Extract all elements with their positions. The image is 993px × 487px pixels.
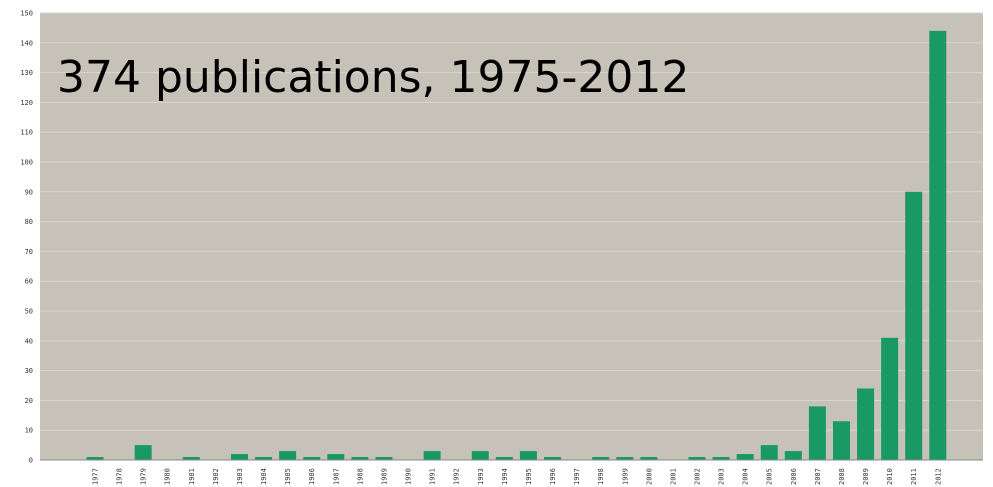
bar-1985 [279, 451, 297, 460]
x-tick-label: 1985 [284, 468, 292, 485]
bars [86, 30, 947, 461]
bar-2002 [688, 457, 706, 460]
y-tick-label: 140 [20, 39, 33, 47]
x-tick-label: 2005 [766, 468, 774, 485]
x-tick-label: 1995 [525, 468, 533, 485]
bar-1996 [544, 457, 562, 460]
y-tick-label: 120 [20, 99, 33, 107]
x-tick-label: 1987 [332, 468, 340, 485]
x-tick-label: 2011 [910, 468, 918, 485]
x-tick-label: 1980 [164, 468, 172, 485]
x-tick-label: 1986 [308, 468, 316, 485]
x-tick-label: 2009 [862, 468, 870, 485]
x-axis-ticks: 1977 1978 1979 1980 1981 1982 1983 1984 1985 1986… [92, 468, 943, 485]
x-tick-label: 2001 [669, 468, 677, 485]
x-tick-label: 2012 [934, 468, 942, 485]
y-axis-ticks: 0 10 20 30 40 50 60 70 80 90 100 110 120 130 140 150 [20, 10, 33, 465]
y-tick-label: 10 [25, 427, 33, 435]
x-tick-label: 1979 [140, 468, 148, 485]
x-tick-label: 1989 [380, 468, 388, 485]
x-tick-label: 1991 [429, 468, 437, 485]
bar-1983 [230, 454, 248, 460]
x-tick-label: 1998 [597, 468, 605, 485]
x-tick-label: 1981 [188, 468, 196, 485]
bar-1984 [255, 457, 273, 460]
x-tick-label: 1996 [549, 468, 557, 485]
x-tick-label: 1990 [405, 468, 413, 485]
bar-2005 [760, 445, 778, 460]
x-tick-label: 2003 [718, 468, 726, 485]
bar-2000 [640, 457, 658, 460]
x-tick-label: 1977 [92, 468, 100, 485]
y-tick-label: 110 [20, 129, 33, 137]
y-tick-label: 80 [25, 218, 33, 226]
x-tick-label: 1999 [621, 468, 629, 485]
y-tick-label: 40 [25, 337, 33, 345]
bar-2008 [832, 421, 850, 460]
x-tick-label: 1994 [501, 468, 509, 485]
bar-1991 [423, 451, 441, 460]
y-tick-label: 130 [20, 69, 33, 77]
x-tick-label: 1992 [453, 468, 461, 485]
x-tick-label: 1978 [116, 468, 124, 485]
x-tick-label: 2008 [838, 468, 846, 485]
bar-1989 [375, 457, 393, 460]
bar-1979 [134, 445, 152, 460]
y-tick-label: 60 [25, 278, 33, 286]
bar-1986 [303, 457, 321, 460]
y-tick-label: 50 [25, 308, 33, 316]
bar-1977 [86, 457, 104, 460]
bar-1981 [182, 457, 200, 460]
bar-2010 [881, 337, 899, 460]
x-tick-label: 1984 [260, 468, 268, 485]
bar-1987 [327, 454, 345, 460]
x-tick-label: 1997 [573, 468, 581, 485]
y-tick-label: 90 [25, 188, 33, 196]
bar-2006 [784, 451, 802, 460]
bar-1998 [592, 457, 610, 460]
bar-2004 [736, 454, 754, 460]
x-tick-label: 2000 [645, 468, 653, 485]
x-tick-label: 2006 [790, 468, 798, 485]
chart-overlay-title: 374 publications, 1975-2012 [57, 52, 689, 103]
plot-background [40, 13, 983, 460]
bar-1999 [616, 457, 634, 460]
x-tick-label: 2010 [886, 468, 894, 485]
bar-2011 [905, 191, 923, 461]
x-tick-label: 1993 [477, 468, 485, 485]
gridlines [40, 12, 983, 431]
x-tick-label: 2007 [814, 468, 822, 485]
bar-1993 [471, 451, 489, 460]
bar-2003 [712, 457, 730, 460]
bar-1995 [519, 451, 537, 460]
x-tick-label: 1982 [212, 468, 220, 485]
x-tick-label: 1988 [356, 468, 364, 485]
y-tick-label: 100 [20, 159, 33, 167]
y-tick-label: 30 [25, 367, 33, 375]
bar-1994 [495, 457, 513, 460]
bar-2012 [929, 30, 947, 460]
y-tick-label: 20 [25, 397, 33, 405]
y-tick-label: 150 [20, 10, 33, 18]
bar-2009 [857, 388, 875, 460]
bar-1988 [351, 457, 369, 460]
bar-2007 [808, 406, 826, 460]
x-tick-label: 2004 [742, 468, 750, 485]
x-tick-label: 2002 [694, 468, 702, 485]
y-tick-label: 0 [29, 457, 33, 465]
x-tick-label: 1983 [236, 468, 244, 485]
y-tick-label: 70 [25, 248, 33, 256]
